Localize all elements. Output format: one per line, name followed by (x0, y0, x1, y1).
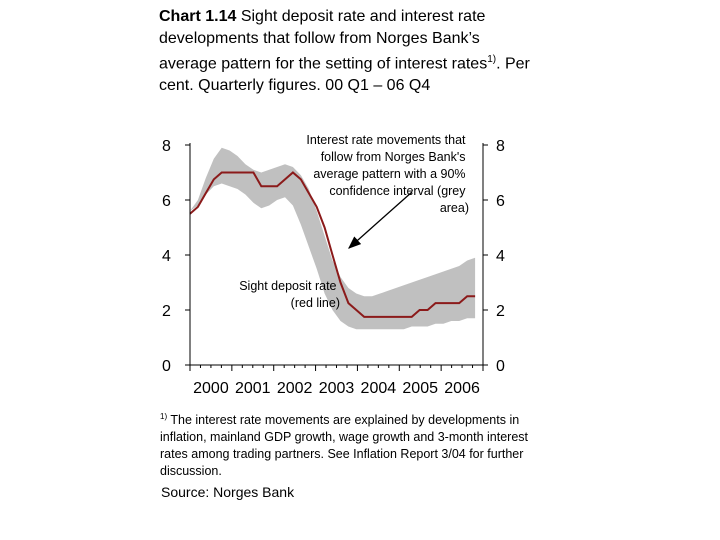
x-tick-label: 2000 (193, 380, 229, 397)
footnote: 1) The interest rate movements are expla… (160, 408, 540, 480)
chart-title-suffix: . Per cent. Quarterly figures. 00 Q1 – 0… (159, 55, 530, 94)
y-tick-label-left: 4 (162, 248, 171, 265)
y-tick-label-left: 0 (162, 358, 171, 375)
y-tick-label-left: 8 (162, 138, 171, 155)
y-tick-label-left: 2 (162, 303, 171, 320)
chart-title: Chart 1.14 Sight deposit rate and intere… (159, 6, 539, 96)
confidence-band (190, 147, 476, 330)
footnote-text: The interest rate movements are explaine… (160, 413, 529, 479)
x-tick-label: 2003 (319, 380, 355, 397)
annotation-arrow (348, 191, 413, 249)
y-tick-label-right: 2 (496, 303, 505, 320)
y-tick-label-left: 6 (162, 193, 171, 210)
x-tick-label: 2004 (361, 380, 397, 397)
chart-number: Chart 1.14 (159, 8, 237, 25)
title-note-mark: 1) (487, 54, 497, 65)
x-tick-label: 2006 (444, 380, 480, 397)
footnote-mark: 1) (160, 412, 168, 421)
chart-title-text: Sight deposit rate and interest rate dev… (159, 8, 488, 73)
y-tick-label-right: 8 (496, 138, 505, 155)
annotation-confidence-band: Interest rate movements that follow from… (306, 133, 469, 215)
y-tick-label-right: 6 (496, 193, 505, 210)
x-tick-label: 2001 (235, 380, 271, 397)
y-tick-label-right: 4 (496, 248, 505, 265)
sight-deposit-line (189, 171, 476, 318)
y-tick-label-right: 0 (496, 358, 505, 375)
annotation-sight-deposit: Sight deposit rate (red line) (239, 279, 340, 310)
source-note: Source: Norges Bank (161, 484, 295, 500)
x-tick-label: 2005 (402, 380, 438, 397)
x-tick-label: 2002 (277, 380, 313, 397)
